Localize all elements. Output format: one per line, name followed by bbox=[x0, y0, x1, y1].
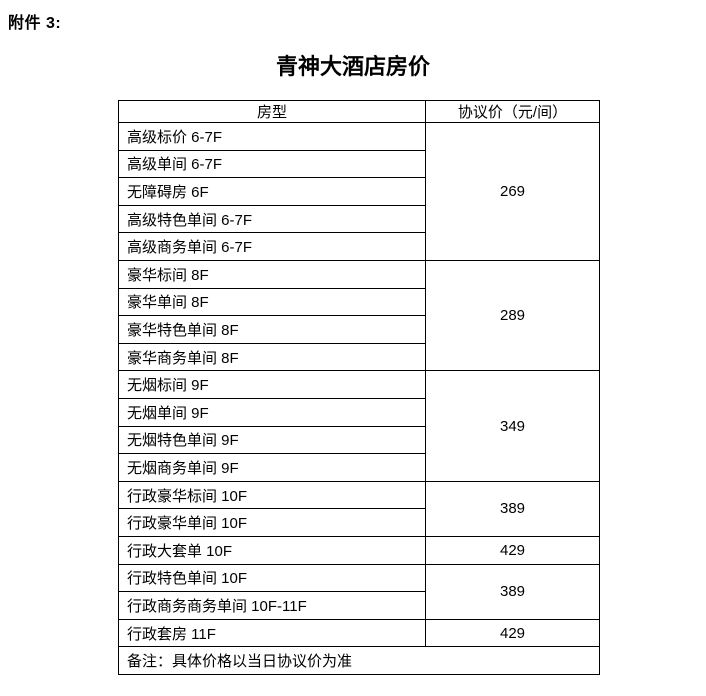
table-row: 高级单间 6-7F bbox=[118, 149, 600, 179]
room-type-cell: 行政豪华标间 10F bbox=[118, 480, 426, 510]
price-cell: 349 bbox=[425, 370, 600, 482]
table-row: 豪华单间 8F bbox=[118, 287, 600, 317]
room-type-cell: 高级商务单间 6-7F bbox=[118, 232, 426, 261]
price-cell: 269 bbox=[425, 122, 600, 261]
price-cell: 429 bbox=[425, 618, 600, 648]
room-type-cell: 豪华标间 8F bbox=[118, 259, 426, 289]
price-header: 协议价（元/间） bbox=[425, 100, 600, 123]
price-cell: 429 bbox=[425, 535, 600, 565]
table-row: 无烟特色单间 9F bbox=[118, 425, 600, 455]
room-type-cell: 豪华单间 8F bbox=[118, 287, 426, 317]
room-type-cell: 高级特色单间 6-7F bbox=[118, 204, 426, 234]
price-cell: 389 bbox=[425, 480, 600, 537]
table-header-row: 房型 协议价（元/间） bbox=[118, 100, 600, 123]
note-row: 备注：具体价格以当日协议价为准 bbox=[118, 646, 600, 675]
room-type-cell: 行政大套单 10F bbox=[118, 535, 426, 565]
room-type-cell: 无烟标间 9F bbox=[118, 370, 426, 399]
table-row: 行政特色单间 10F 389 bbox=[118, 563, 600, 620]
room-type-cell: 无障碍房 6F bbox=[118, 177, 426, 206]
room-type-cell: 高级单间 6-7F bbox=[118, 149, 426, 179]
table-row: 无烟标间 9F 349 bbox=[118, 370, 600, 482]
room-type-header: 房型 bbox=[118, 100, 426, 123]
room-type-cell: 高级标价 6-7F bbox=[118, 122, 426, 151]
attachment-label: 附件 3: bbox=[8, 15, 62, 32]
room-type-cell: 豪华商务单间 8F bbox=[118, 342, 426, 372]
table-row: 行政商务商务单间 10F-11F bbox=[118, 591, 600, 620]
price-table: 房型 协议价（元/间） 高级标价 6-7F 269 高级单间 6-7F 无障碍房 6F… bbox=[118, 100, 600, 675]
price-table-body: 高级标价 6-7F 269 高级单间 6-7F 无障碍房 6F 高级特色单间 6-7F 高… bbox=[118, 122, 600, 648]
room-type-cell: 无烟特色单间 9F bbox=[118, 425, 426, 455]
room-type-cell: 行政特色单间 10F bbox=[118, 563, 426, 593]
room-type-cell: 无烟商务单间 9F bbox=[118, 453, 426, 482]
table-row: 豪华商务单间 8F bbox=[118, 342, 600, 372]
room-type-cell: 豪华特色单间 8F bbox=[118, 315, 426, 344]
table-row: 豪华标间 8F 289 bbox=[118, 259, 600, 372]
table-row: 行政豪华标间 10F 389 bbox=[118, 480, 600, 537]
table-row: 行政豪华单间 10F bbox=[118, 508, 600, 537]
room-type-cell: 行政豪华单间 10F bbox=[118, 508, 426, 537]
table-row: 高级标价 6-7F 269 bbox=[118, 122, 600, 261]
price-cell: 389 bbox=[425, 563, 600, 620]
table-row: 高级商务单间 6-7F bbox=[118, 232, 600, 261]
table-row: 无障碍房 6F bbox=[118, 177, 600, 206]
price-cell: 289 bbox=[425, 259, 600, 372]
table-row: 豪华特色单间 8F bbox=[118, 315, 600, 344]
room-type-cell: 行政套房 11F bbox=[118, 618, 426, 648]
room-type-cell: 行政商务商务单间 10F-11F bbox=[118, 591, 426, 620]
page-title: 青神大酒店房价 bbox=[275, 54, 430, 79]
table-row: 行政大套单 10F 429 bbox=[118, 535, 600, 565]
note-cell: 备注：具体价格以当日协议价为准 bbox=[118, 646, 600, 675]
table-row: 行政套房 11F 429 bbox=[118, 618, 600, 648]
room-type-cell: 无烟单间 9F bbox=[118, 397, 426, 427]
table-row: 无烟商务单间 9F bbox=[118, 453, 600, 482]
table-row: 无烟单间 9F bbox=[118, 397, 600, 427]
